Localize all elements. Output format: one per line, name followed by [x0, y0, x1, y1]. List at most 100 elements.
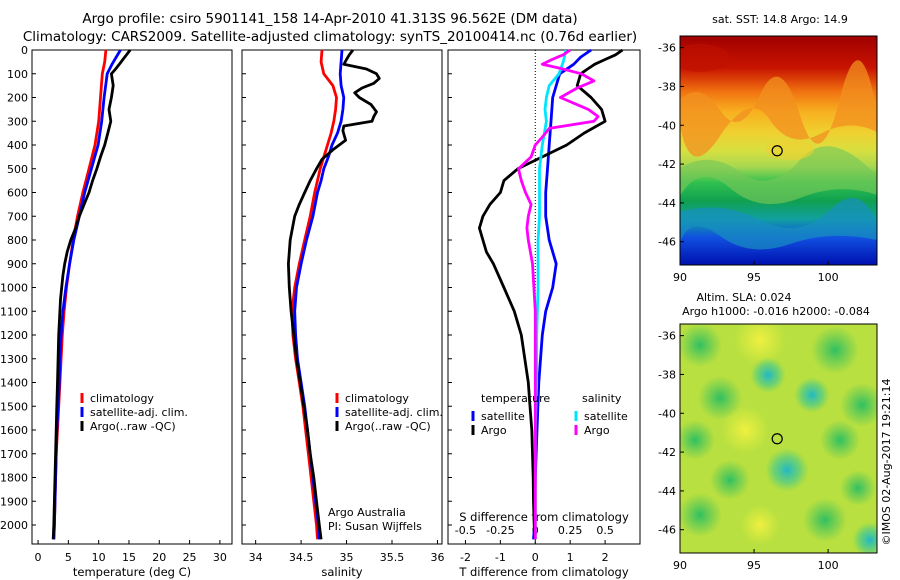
temperature-xtick-label: 15 — [122, 551, 136, 564]
depth-tick-label: 1100 — [0, 305, 28, 318]
panel-salinity: 34 34.5 35 35.5 36 salinity climatologysatelli… — [241, 49, 444, 579]
salinity-diff-tick-label: 0.5 — [596, 524, 614, 537]
salinity-diff-tick-label: -0.25 — [486, 524, 514, 537]
depth-tick-label: 1000 — [0, 282, 28, 295]
sla-map: Altim. SLA: 0.024 Argo h1000: -0.016 h20… — [658, 291, 878, 572]
salinity-legend-label: Argo(..raw -QC) — [345, 420, 431, 433]
diff-legend-label: satellite — [481, 410, 525, 423]
figure-title-line-2: Climatology: CARS2009. Satellite-adjuste… — [22, 29, 638, 45]
sst_map-xtick-label: 95 — [747, 271, 761, 284]
depth-tick-label: 200 — [7, 92, 28, 105]
diff-legend-label: satellite — [584, 410, 628, 423]
sst_map-xtick-label: 90 — [673, 271, 687, 284]
depth-tick-label: 100 — [7, 68, 28, 81]
difference-series-satellite — [532, 48, 592, 540]
sla_map-ytick-label: -36 — [658, 330, 676, 343]
salinity-xlabel: salinity — [321, 565, 362, 579]
salinity-xtick-label: 36 — [430, 551, 444, 564]
salinity-xtick-label: 34 — [249, 551, 263, 564]
depth-tick-label: 1800 — [0, 472, 28, 485]
credit-line-2: PI: Susan Wijffels — [328, 520, 422, 533]
panel-difference: -2 -1 0 1 2T difference from climatology -0.5… — [447, 48, 641, 579]
sla-argo-marker — [771, 433, 783, 445]
temperature-xtick-label: 25 — [183, 551, 197, 564]
sst_map-ytick-label: -44 — [658, 197, 676, 210]
sst-frame — [679, 35, 878, 266]
temperature-xtick-label: 20 — [152, 551, 166, 564]
depth-tick-label: 600 — [7, 187, 28, 200]
sst-title: sat. SST: 14.8 Argo: 14.9 — [712, 13, 848, 26]
sla_map-xtick-label: 95 — [747, 559, 761, 572]
temperature-xtick-label: 10 — [92, 551, 106, 564]
diff-legend-title-salinity: salinity — [582, 392, 622, 405]
temperature-xlabel: temperature (deg C) — [73, 565, 191, 579]
difference-frame — [447, 49, 641, 545]
difference-xtick-label: 2 — [602, 551, 609, 564]
sla_map-ytick-label: -40 — [658, 407, 676, 420]
sst_map-ytick-label: -36 — [658, 42, 676, 55]
temperature-xtick-label: 30 — [213, 551, 227, 564]
salinity-series-satellite — [293, 49, 346, 540]
depth-tick-label: 2000 — [0, 519, 28, 532]
depth-tick-label: 1300 — [0, 353, 28, 366]
depth-tick-label: 400 — [7, 139, 28, 152]
difference-series-argo — [477, 48, 624, 540]
figure-title-line-1: Argo profile: csiro 5901141_158 14-Apr-2… — [82, 11, 578, 27]
depth-tick-label: 0 — [21, 44, 28, 57]
temperature-xtick-label: 5 — [65, 551, 72, 564]
sla_map-xtick-label: 100 — [818, 559, 839, 572]
sst_map-ytick-label: -46 — [658, 236, 676, 249]
depth-tick-label: 1400 — [0, 377, 28, 390]
sla-frame — [679, 323, 878, 554]
depth-tick-label: 1700 — [0, 448, 28, 461]
sla-subtitle: Argo h1000: -0.016 h2000: -0.084 — [682, 305, 870, 318]
depth-tick-label: 1500 — [0, 400, 28, 413]
credit-line-1: Argo Australia — [328, 506, 406, 519]
depth-tick-label: 300 — [7, 115, 28, 128]
temperature-legend-label: Argo(..raw -QC) — [90, 420, 176, 433]
difference-xtick-label: 0 — [532, 551, 539, 564]
salinity-legend-label: satellite-adj. clim. — [345, 406, 443, 419]
salinity-diff-tick-label: 0.25 — [558, 524, 583, 537]
salinity-diff-xlabel: S difference from climatology — [459, 510, 629, 524]
salinity-diff-tick-label: -0.5 — [455, 524, 476, 537]
sla_map-ytick-label: -44 — [658, 485, 676, 498]
depth-tick-label: 1200 — [0, 329, 28, 342]
temperature-xtick-label: 0 — [35, 551, 42, 564]
salinity-frame — [241, 49, 443, 545]
temperature-series-argo — [51, 49, 132, 540]
sla_map-ytick-label: -38 — [658, 368, 676, 381]
temperature-frame — [31, 49, 233, 545]
difference-xtick-label: 1 — [567, 551, 574, 564]
salinity-xtick-label: 34.5 — [289, 551, 314, 564]
sst_map-xtick-label: 100 — [818, 271, 839, 284]
sst_map-ytick-label: -40 — [658, 119, 676, 132]
sla_map-xtick-label: 90 — [673, 559, 687, 572]
footer-stamp: ©IMOS 02-Aug-2017 19:21:14 — [880, 379, 893, 546]
salinity-legend-label: climatology — [345, 392, 409, 405]
diff-legend-title-temperature: temperature — [481, 392, 550, 405]
difference-xtick-label: -2 — [460, 551, 471, 564]
sla_map-ytick-label: -46 — [658, 524, 676, 537]
sla_map-ytick-label: -42 — [658, 446, 676, 459]
depth-tick-label: 800 — [7, 234, 28, 247]
depth-tick-label: 500 — [7, 163, 28, 176]
panel-temperature: 0100200300400500600700800900100011001200… — [0, 44, 233, 579]
temperature-legend-label: climatology — [90, 392, 154, 405]
difference-xtick-label: -1 — [495, 551, 506, 564]
salinity-xtick-label: 35 — [340, 551, 354, 564]
sst_map-ytick-label: -42 — [658, 158, 676, 171]
diff-legend-label: Argo — [481, 424, 507, 437]
salinity-xtick-label: 35.5 — [380, 551, 405, 564]
sla-field-texture — [680, 324, 877, 553]
sst_map-ytick-label: -38 — [658, 80, 676, 93]
sst-map: sat. SST: 14.8 Argo: 14.9 90 95 100 -36 -38 -… — [658, 13, 878, 284]
salinity-series-climatology — [290, 49, 338, 540]
depth-tick-label: 1600 — [0, 424, 28, 437]
sla-title: Altim. SLA: 0.024 — [696, 291, 791, 304]
depth-tick-label: 900 — [7, 258, 28, 271]
sst-field-texture — [680, 44, 877, 250]
salinity-series-argo — [286, 49, 381, 540]
depth-tick-label: 700 — [7, 210, 28, 223]
